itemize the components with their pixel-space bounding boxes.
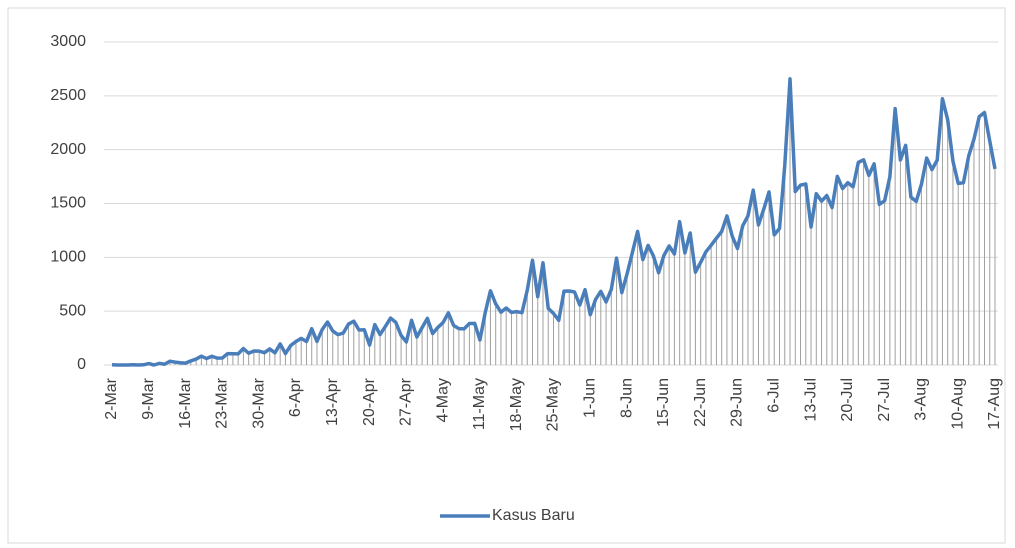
x-tick-label: 18-May	[508, 378, 525, 431]
x-tick-label: 2-Mar	[103, 377, 120, 419]
x-tick-label: 27-Jul	[876, 378, 893, 422]
x-tick-label: 11-May	[471, 378, 488, 430]
x-tick-label: 29-Jun	[729, 378, 746, 427]
x-tick-label: 23-Mar	[214, 377, 231, 428]
x-tick-label: 6-Jul	[765, 378, 782, 413]
y-tick-label: 3000	[50, 33, 86, 50]
x-tick-label: 1-Jun	[582, 378, 599, 418]
x-tick-label: 6-Apr	[287, 377, 304, 417]
y-tick-label: 500	[59, 302, 86, 319]
chart-border	[7, 7, 1006, 544]
x-tick-label: 30-Mar	[250, 377, 267, 428]
x-tick-label: 4-May	[434, 378, 451, 422]
x-tick-label: 15-Jun	[655, 378, 672, 427]
x-tick-label: 27-Apr	[398, 377, 415, 426]
x-tick-label: 22-Jun	[692, 378, 709, 427]
y-tick-label: 1000	[50, 249, 86, 266]
y-tick-label: 1500	[50, 195, 86, 212]
y-tick-label: 2000	[50, 141, 86, 158]
x-tick-label: 3-Aug	[913, 378, 930, 421]
x-tick-label: 17-Aug	[986, 378, 1003, 430]
x-tick-label: 25-May	[545, 378, 562, 431]
data-line	[111, 77, 997, 367]
y-tick-label: 2500	[50, 87, 86, 104]
x-tick-label: 16-Mar	[177, 377, 194, 428]
y-tick-label: 0	[77, 356, 86, 373]
x-tick-label: 8-Jun	[618, 378, 635, 418]
x-tick-label: 9-Mar	[140, 377, 157, 419]
x-tick-label: 10-Aug	[949, 378, 966, 430]
x-tick-label: 20-Apr	[361, 377, 378, 426]
x-tick-label: 13-Apr	[324, 377, 341, 426]
x-tick-label: 13-Jul	[802, 378, 819, 422]
legend-label: Kasus Baru	[492, 507, 575, 524]
x-tick-label: 20-Jul	[839, 378, 856, 422]
